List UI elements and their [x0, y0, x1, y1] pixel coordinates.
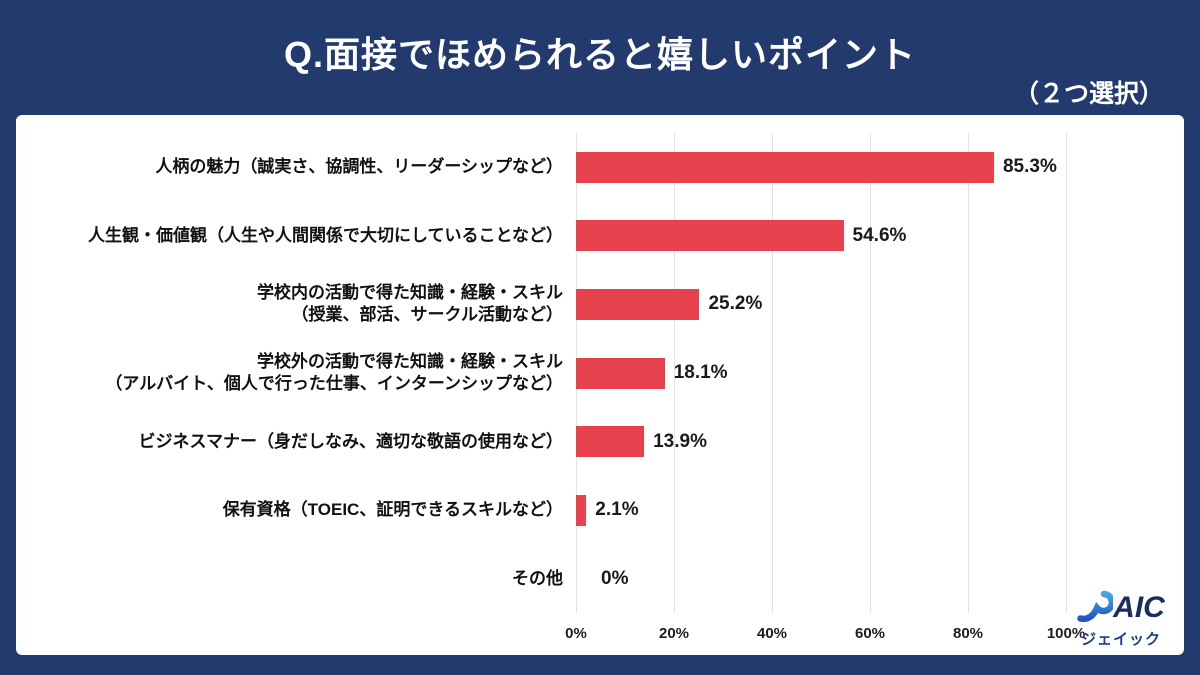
value-label: 13.9%: [653, 430, 707, 452]
x-axis-tick: 100%: [1046, 625, 1086, 642]
bar-track: 25.2%: [576, 288, 1066, 320]
logo-text: AIC: [1113, 591, 1165, 624]
category-label: 人柄の魅力（誠実さ、協調性、リーダーシップなど）: [155, 157, 563, 177]
value-label: 18.1%: [673, 362, 728, 384]
value-label: 25.2%: [708, 293, 763, 315]
bar-row: 学校内の活動で得た知識・経験・スキル （授業、部活、サークル活動など） 25.2%: [16, 270, 1066, 339]
category-label: その他: [512, 568, 563, 588]
category-label: ビジネスマナー（身だしなみ、適切な敬語の使用など）: [138, 431, 564, 451]
bar-row: 人生観・価値観（人生や人間関係で大切にしていることなど） 54.6%: [16, 202, 1066, 271]
chart-panel: 人柄の魅力（誠実さ、協調性、リーダーシップなど） 85.3% 人生観・価値観（人生や…: [16, 115, 1184, 655]
bar-chart: 人柄の魅力（誠実さ、協調性、リーダーシップなど） 85.3% 人生観・価値観（人生や…: [16, 133, 1066, 613]
x-axis-tick: 20%: [658, 625, 690, 642]
x-axis-tick: 80%: [952, 625, 984, 642]
gridline: [674, 133, 675, 613]
bar-track: 54.6%: [576, 220, 1066, 252]
value-label: 54.6%: [852, 224, 907, 246]
category-label: 学校外の活動で得た知識・経験・スキル （アルバイト、個人で行った仕事、インターンシ…: [105, 352, 563, 394]
subtitle-selection-note: （２つ選択）: [1013, 80, 1164, 108]
bar-track: 2.1%: [576, 494, 1066, 526]
bar-row: 学校外の活動で得た知識・経験・スキル （アルバイト、個人で行った仕事、インターンシ…: [16, 339, 1066, 408]
value-label: 0%: [601, 567, 629, 589]
value-label: 2.1%: [595, 499, 639, 521]
logo-katakana: ジェイック: [1080, 631, 1161, 648]
bar: [576, 151, 994, 183]
bar: [576, 288, 700, 320]
category-label: 人生観・価値観（人生や人間関係で大切にしていることなど）: [88, 225, 563, 245]
x-axis-tick: 60%: [854, 625, 886, 642]
bar: [576, 220, 844, 252]
bar-track: 85.3%: [576, 151, 1066, 183]
page-title: Q.面接でほめられると嬉しいポイント: [283, 34, 916, 75]
x-axis-tick: 40%: [756, 625, 788, 642]
bar-row: その他 0%: [16, 544, 1066, 613]
bar-track: 18.1%: [576, 357, 1066, 389]
x-axis-tick: 0%: [565, 625, 587, 642]
bar: [576, 426, 645, 458]
gridline: [772, 133, 773, 613]
category-label: 保有資格（TOEIC、証明できるスキルなど）: [222, 500, 563, 520]
bar: [576, 357, 665, 389]
gridline: [968, 133, 969, 613]
bar-row: 人柄の魅力（誠実さ、協調性、リーダーシップなど） 85.3%: [16, 133, 1066, 202]
value-label: 85.3%: [1002, 156, 1057, 178]
bar-row: ビジネスマナー（身だしなみ、適切な敬語の使用など） 13.9%: [16, 407, 1066, 476]
jaic-logo: AIC ジェイック: [1070, 587, 1172, 647]
x-axis: 0% 20% 40% 60% 80% 100%: [565, 625, 1085, 649]
gridline: [870, 133, 871, 613]
gridline: [1066, 133, 1067, 613]
jaic-j-icon: [1077, 587, 1116, 629]
bar-track: 13.9%: [576, 426, 1066, 458]
bar-track: 0%: [576, 563, 1066, 594]
bar: [576, 494, 587, 526]
bar-row: 保有資格（TOEIC、証明できるスキルなど） 2.1%: [16, 476, 1066, 545]
category-label: 学校内の活動で得た知識・経験・スキル （授業、部活、サークル活動など）: [257, 283, 563, 325]
